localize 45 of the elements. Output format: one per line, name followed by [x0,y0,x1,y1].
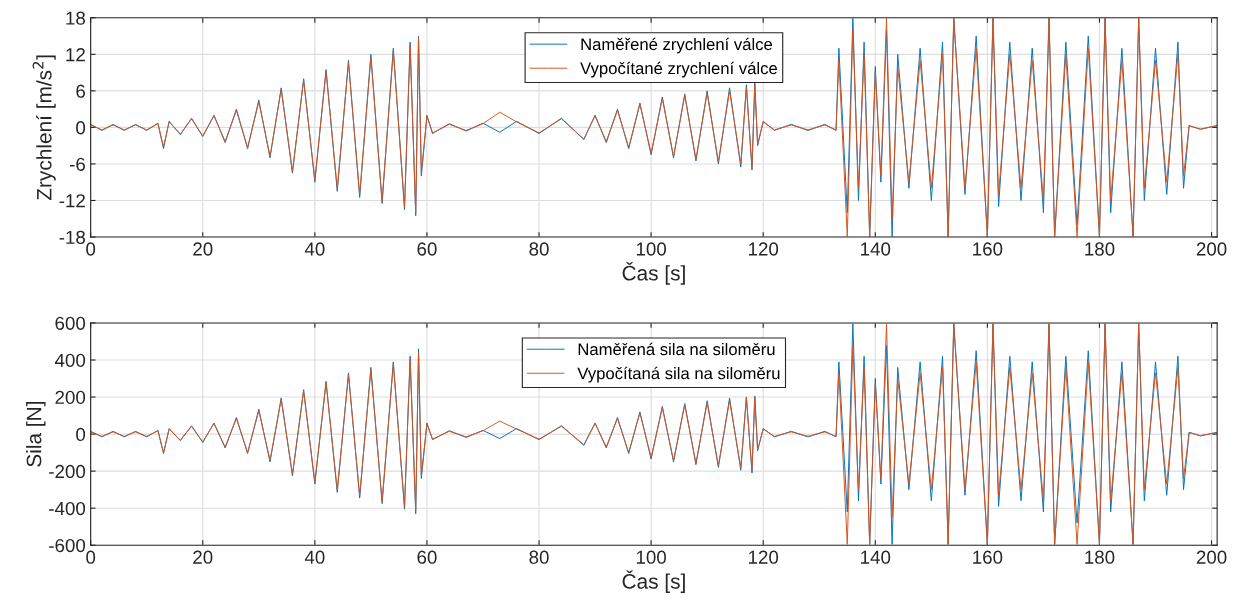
y-tick-label: 12 [66,48,85,62]
y-tick-label: 400 [54,353,86,367]
x-tick-label: 180 [1085,242,1115,256]
legend-label: Naměřená sila na siloměru [578,342,775,356]
x-tick-label: 100 [636,550,667,564]
x-tick-label: 200 [1196,242,1227,256]
y-tick-label: -600 [49,538,86,553]
y-tick-label: -200 [49,464,86,479]
x-tick-label: 20 [193,242,213,256]
x-tick-label: 0 [86,550,96,564]
legend-label: Vypočítané zrychlení válce [580,61,777,78]
x-tick-label: 60 [417,550,437,564]
y-tick-label: 6 [76,84,85,98]
x-tick-label: 120 [748,242,779,256]
x-tick-label: 80 [529,550,549,564]
x-tick-label: 0 [86,242,96,256]
y-axis-title: Sila [N] [26,402,46,467]
y-tick-label: -400 [49,501,86,516]
x-tick-label: 120 [748,550,779,564]
y-axis-title: Zrychlení [m/s$^{2}$] [32,55,56,201]
x-tick-label: 180 [1085,550,1115,564]
x-tick-label: 140 [861,550,891,564]
y-tick-label: 18 [66,11,85,25]
y-tick-label: -6 [69,157,85,171]
x-tick-label: 200 [1196,550,1227,564]
y-tick-label: 600 [55,316,86,330]
y-tick-label: -12 [59,194,85,208]
y-tick-label: 0 [76,121,86,135]
legend-label: Naměřené zrychlení válce [581,37,773,54]
x-tick-label: 100 [636,242,667,256]
x-tick-label: 20 [193,550,213,564]
x-axis-title: Čas [s] [622,262,685,285]
line-series [90,323,1218,545]
x-tick-label: 160 [973,242,1003,256]
x-tick-label: 40 [304,242,325,256]
y-tick-label: -18 [59,230,85,244]
x-tick-label: 40 [304,550,325,564]
y-tick-label: 0 [76,427,86,442]
x-tick-label: 80 [529,242,549,256]
legend-label: Vypočítaná sila na siloměru [577,366,780,383]
x-tick-label: 140 [861,242,891,256]
x-axis-title: Čas [s] [622,570,685,593]
x-tick-label: 160 [973,550,1003,564]
x-tick-label: 60 [417,242,437,256]
y-tick-label: 200 [55,390,86,405]
